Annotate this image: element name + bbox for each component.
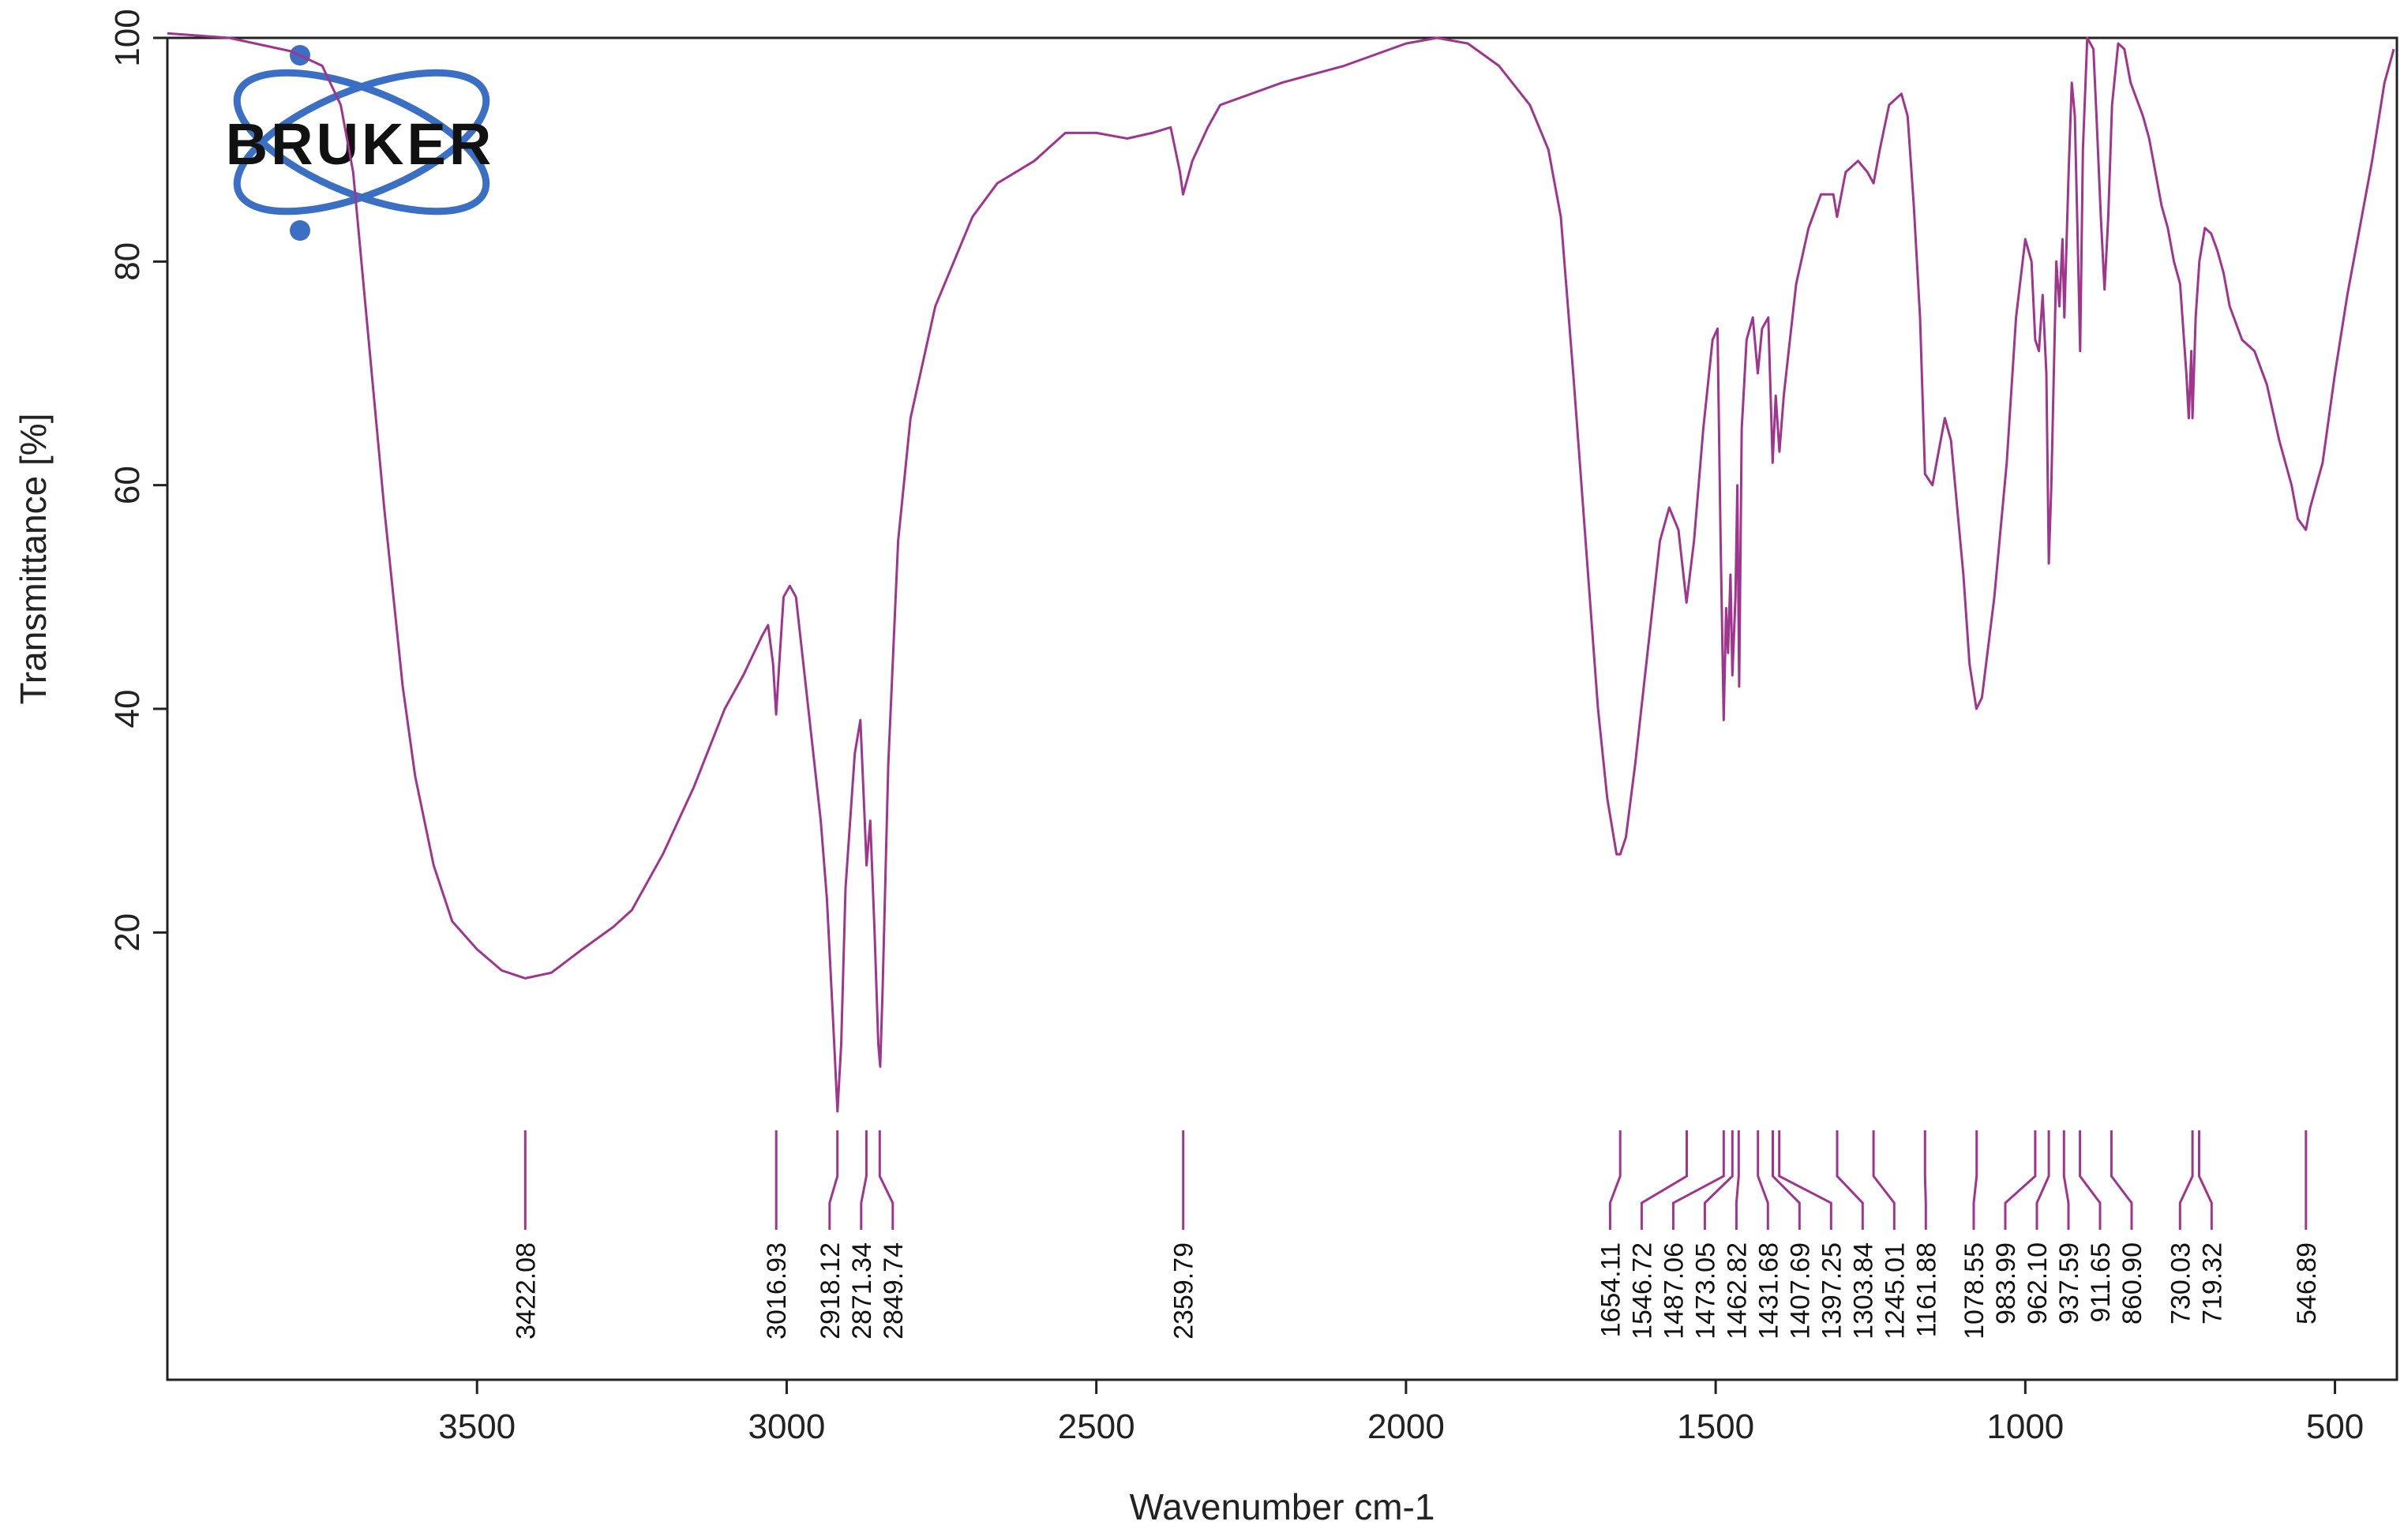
logo-text: BRUKER <box>226 111 495 177</box>
orbit-dot <box>290 220 310 241</box>
peak-label: 1473.05 <box>1690 1242 1720 1340</box>
peak-label: 1431.68 <box>1753 1242 1783 1340</box>
peak-marker <box>828 1130 839 1230</box>
peak-label: 2918.12 <box>816 1242 846 1340</box>
x-tick-label: 2000 <box>1367 1407 1445 1446</box>
peak-label: 1161.88 <box>1911 1242 1941 1337</box>
x-tick-label: 1000 <box>1986 1407 2064 1446</box>
peak-marker <box>860 1130 868 1230</box>
peak-label: 1245.01 <box>1880 1242 1910 1340</box>
x-axis: 3500 3000 2500 2000 1500 1000 500 <box>438 1380 2364 1446</box>
y-axis: 20 40 60 80 100 <box>108 9 167 952</box>
peak-label: 937.59 <box>2054 1242 2084 1325</box>
peak-marker <box>1671 1130 1725 1230</box>
x-tick-label: 500 <box>2306 1407 2364 1446</box>
peak-annotations: 3422.08 3016.93 2918.12 2871.34 2849.74 2359.… <box>511 1130 2322 1340</box>
y-tick-label: 80 <box>108 242 147 281</box>
peak-label: 860.90 <box>2117 1242 2147 1325</box>
y-tick-label: 40 <box>108 690 147 729</box>
peak-marker <box>2062 1130 2070 1230</box>
peak-marker <box>878 1130 894 1230</box>
x-axis-title: Wavenumber cm-1 <box>1130 1486 1435 1527</box>
peak-label: 2359.79 <box>1169 1242 1199 1340</box>
peak-label: 911.65 <box>2086 1242 2116 1322</box>
orbit-ring <box>233 69 490 215</box>
peak-marker <box>1772 1130 1801 1230</box>
x-tick-label: 2500 <box>1058 1407 1135 1446</box>
peak-label: 719.32 <box>2197 1242 2227 1325</box>
peak-label: 1078.55 <box>1960 1242 1990 1340</box>
peak-label: 1407.69 <box>1785 1242 1815 1340</box>
peak-marker <box>1640 1130 1688 1230</box>
peak-label: 3016.93 <box>762 1242 792 1340</box>
peak-label: 3422.08 <box>511 1242 541 1340</box>
peak-marker <box>2004 1130 2037 1230</box>
peak-marker <box>1735 1130 1740 1230</box>
peak-label: 962.10 <box>2023 1242 2053 1325</box>
peak-label: 983.99 <box>1991 1242 2021 1325</box>
orbit-ring <box>233 69 490 215</box>
peak-label: 2849.74 <box>879 1242 909 1340</box>
peak-marker <box>1836 1130 1864 1230</box>
y-tick-label: 100 <box>108 9 147 66</box>
peak-label: 1546.72 <box>1627 1242 1657 1340</box>
peak-label: 730.03 <box>2166 1242 2196 1325</box>
peak-marker <box>2079 1130 2102 1230</box>
peak-label: 1654.11 <box>1596 1242 1626 1337</box>
peak-marker <box>1923 1130 1927 1230</box>
peak-marker <box>2198 1130 2213 1230</box>
peak-marker <box>2035 1130 2050 1230</box>
peak-marker <box>2178 1130 2194 1230</box>
peak-marker <box>1872 1130 1896 1230</box>
peak-marker <box>1972 1130 1978 1230</box>
peak-marker <box>1608 1130 1622 1230</box>
peak-marker <box>2110 1130 2133 1230</box>
peak-marker <box>1757 1130 1769 1230</box>
peak-label: 546.89 <box>2292 1242 2322 1325</box>
bruker-logo: BRUKER <box>226 45 495 241</box>
y-axis-title: Transmittance [%] <box>13 414 54 705</box>
plot-area <box>167 32 2395 1113</box>
peak-label: 1303.84 <box>1848 1242 1878 1340</box>
peak-label: 1487.06 <box>1659 1242 1689 1340</box>
peak-label: 1397.25 <box>1817 1242 1847 1340</box>
x-tick-label: 3000 <box>748 1407 825 1446</box>
x-tick-label: 3500 <box>438 1407 516 1446</box>
peak-marker <box>1778 1130 1832 1230</box>
peak-label: 2871.34 <box>847 1242 877 1340</box>
spectrum-line <box>167 32 2395 1113</box>
y-tick-label: 60 <box>108 466 147 504</box>
x-tick-label: 1500 <box>1677 1407 1754 1446</box>
y-tick-label: 20 <box>108 913 147 952</box>
peak-marker <box>1703 1130 1734 1230</box>
peak-label: 1462.82 <box>1722 1242 1752 1340</box>
